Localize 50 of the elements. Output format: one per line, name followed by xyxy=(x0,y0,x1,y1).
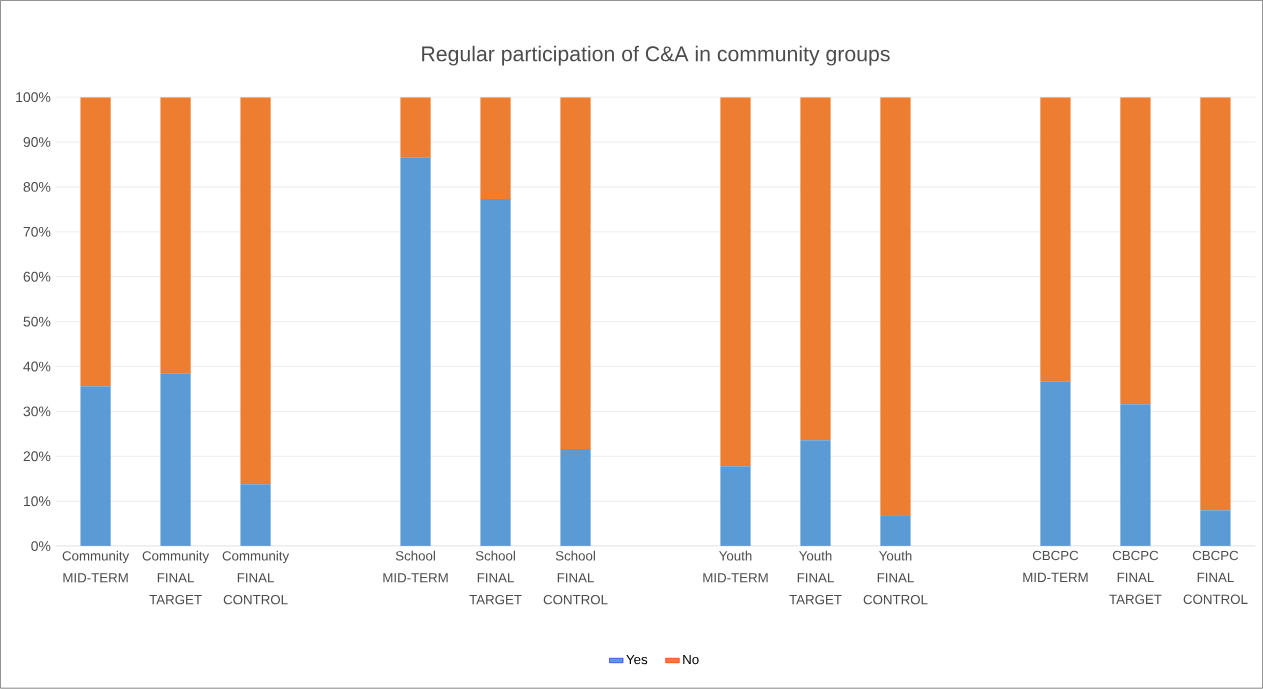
y-tick-label: 60% xyxy=(23,271,51,282)
x-tick-label: Community MID-TERM xyxy=(62,550,130,583)
x-tick-label: Community FINAL TARGET xyxy=(142,550,210,605)
x-tick-label: Youth MID-TERM xyxy=(703,550,768,583)
chart-title: Regular participation of C&A in community groups xyxy=(422,45,890,66)
legend-label: Yes xyxy=(626,655,648,665)
y-tick-label: 90% xyxy=(23,137,51,148)
bar xyxy=(480,199,511,547)
x-tick-label: CBCPC FINAL TARGET xyxy=(1109,550,1162,605)
y-tick-label: 50% xyxy=(23,316,51,327)
bar xyxy=(80,386,111,547)
bar xyxy=(800,440,831,547)
legend-label: No xyxy=(683,655,699,665)
x-tick-label: School MID-TERM xyxy=(383,550,448,583)
bar xyxy=(880,515,911,547)
y-tick-label: 80% xyxy=(23,182,51,193)
bar xyxy=(560,97,591,450)
bar xyxy=(1200,510,1231,547)
x-tick-label: Community FINAL CONTROL xyxy=(222,550,290,605)
y-tick-label: 30% xyxy=(23,406,51,417)
y-tick-label: 100% xyxy=(16,92,51,103)
x-tick-label: School FINAL CONTROL xyxy=(543,550,608,605)
bar xyxy=(720,97,751,467)
bar xyxy=(560,449,591,547)
y-tick-label: 0% xyxy=(31,541,51,552)
bar xyxy=(240,97,271,485)
x-tick-label: CBCPC FINAL CONTROL xyxy=(1183,550,1248,605)
x-tick-label: Youth FINAL TARGET xyxy=(789,550,842,605)
bar xyxy=(1040,381,1071,547)
bar xyxy=(480,97,511,200)
bar xyxy=(240,484,271,547)
bar xyxy=(1040,97,1071,382)
bar xyxy=(400,97,431,158)
x-tick-label: Youth FINAL CONTROL xyxy=(863,550,928,605)
y-tick-label: 40% xyxy=(23,361,51,372)
bar xyxy=(720,466,751,547)
bar xyxy=(1200,97,1231,511)
x-tick-label: School FINAL TARGET xyxy=(469,550,522,605)
y-tick-label: 10% xyxy=(24,496,51,507)
bar xyxy=(880,97,911,516)
bar xyxy=(160,97,191,374)
bar xyxy=(800,97,831,441)
bar xyxy=(1120,97,1151,405)
x-tick-label: CBCPC MID-TERM xyxy=(1023,550,1088,583)
y-tick-label: 70% xyxy=(23,227,51,237)
bar xyxy=(400,157,431,547)
bar xyxy=(80,97,111,387)
bar xyxy=(160,373,191,547)
y-tick-label: 20% xyxy=(23,451,51,462)
bar xyxy=(1120,404,1151,547)
